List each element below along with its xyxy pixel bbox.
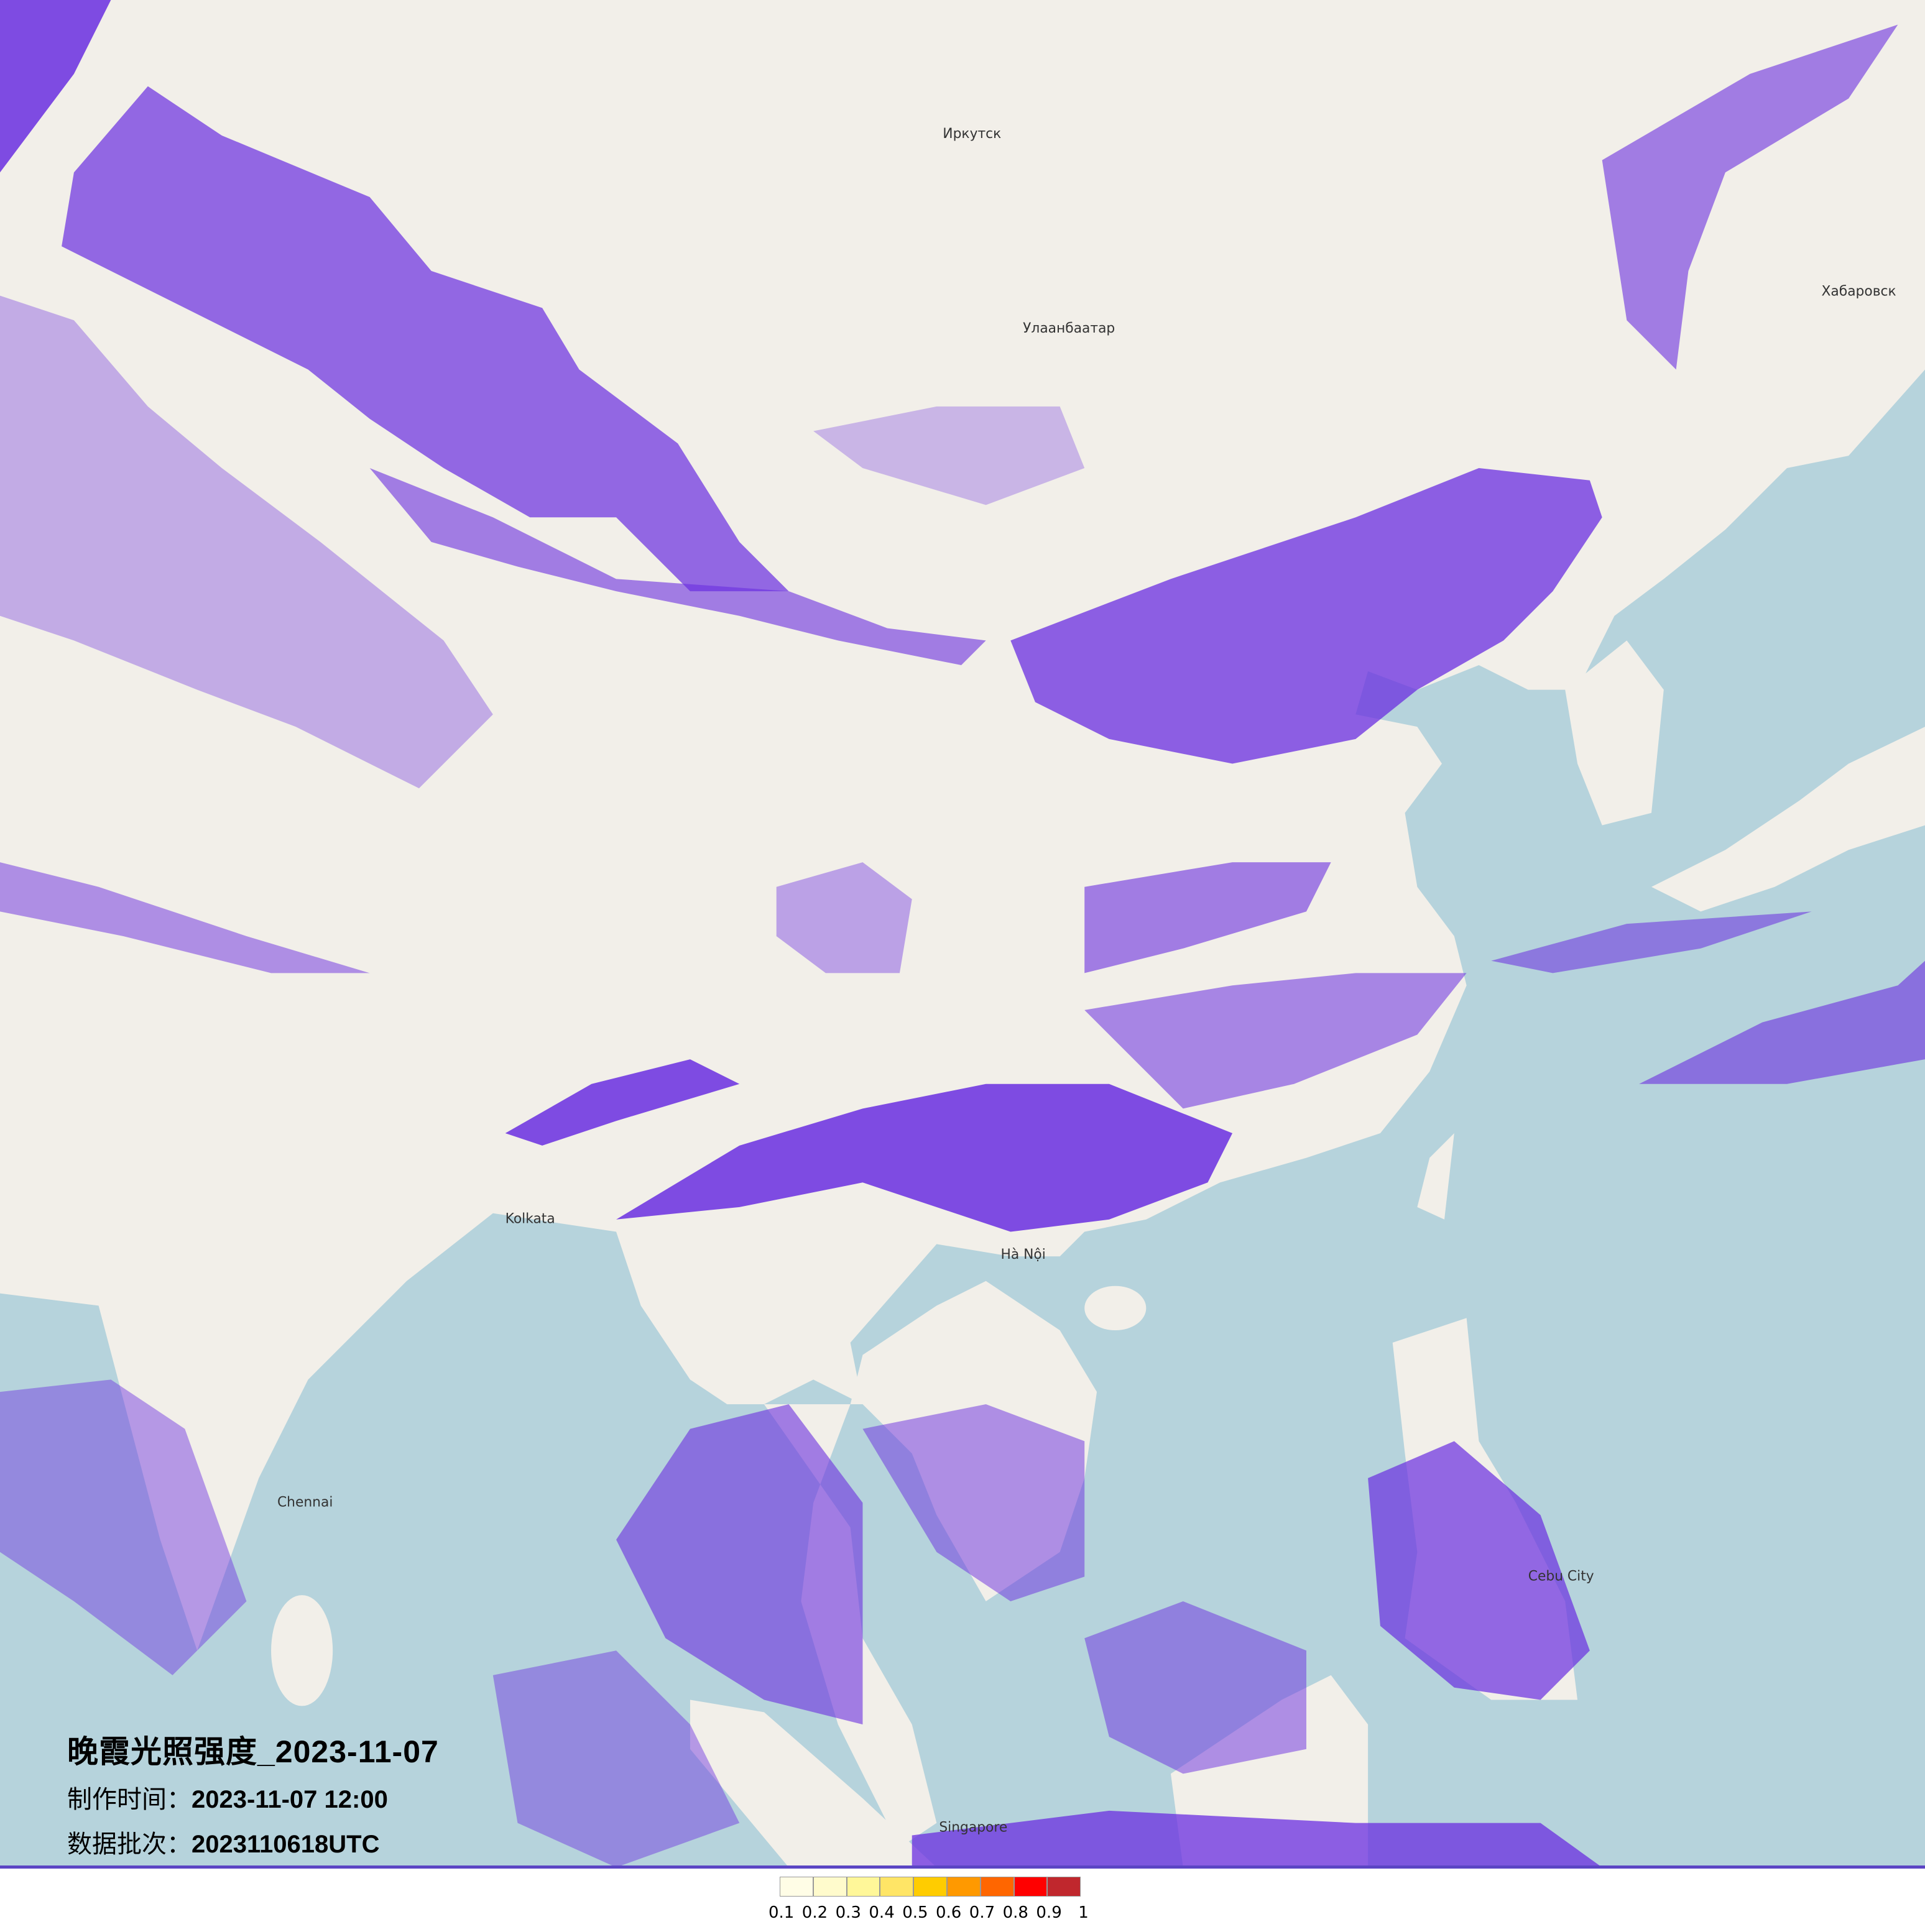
- legend-swatch: [780, 1877, 813, 1897]
- legend-swatch: [946, 1877, 981, 1897]
- overlay-region: [1084, 862, 1331, 973]
- sumatra: [690, 1700, 937, 1867]
- overlay-region: [0, 1379, 247, 1675]
- legend-swatch: [913, 1877, 947, 1897]
- color-legend: [780, 1877, 1081, 1897]
- overlay-region: [1084, 973, 1467, 1109]
- overlay-region: [776, 862, 912, 973]
- sunset-intensity-overlay: [0, 0, 1925, 1867]
- legend-label: 0.3: [835, 1903, 861, 1922]
- overlay-region: [0, 295, 493, 789]
- korea: [1565, 640, 1664, 826]
- legend-swatch: [880, 1877, 914, 1897]
- production-time-value: 2023-11-07 12:00: [192, 1786, 388, 1813]
- overlay-region: [369, 467, 986, 666]
- city-label: Singapore: [939, 1820, 1007, 1836]
- city-label: Kolkata: [505, 1212, 555, 1227]
- title-block: 晚霞光照强度_2023-11-07 制作时间：2023-11-07 12:00 …: [67, 1733, 439, 1860]
- legend-label: 1: [1078, 1903, 1089, 1922]
- batch-line: 数据批次：2023110618UTC: [67, 1829, 439, 1860]
- legend-swatch: [846, 1877, 880, 1897]
- city-labels: Иркутск Улаанбаатар Хабаровск Kolkata Ch…: [277, 126, 1896, 1836]
- overlay-region: [1639, 960, 1925, 1084]
- map-title: 晚霞光照强度_2023-11-07: [67, 1734, 439, 1769]
- overlay-region: [1368, 1441, 1590, 1700]
- production-time-label: 制作时间：: [67, 1786, 192, 1813]
- hainan: [1084, 1286, 1147, 1331]
- legend-label: 0.5: [902, 1903, 928, 1922]
- overlay-region: [62, 86, 789, 592]
- legend-swatch: [980, 1877, 1014, 1897]
- legend-swatch: [813, 1877, 847, 1897]
- overlay-region: [616, 1404, 863, 1725]
- city-label: Хабаровск: [1822, 284, 1896, 300]
- overlay-region: [862, 1404, 1085, 1601]
- overlay-region: [492, 1650, 740, 1867]
- legend-label: 0.6: [936, 1903, 962, 1922]
- map-bottom-border: [0, 1865, 1925, 1869]
- overlay-region: [0, 0, 111, 173]
- legend-label: 0.2: [801, 1903, 828, 1922]
- legend-label: 0.7: [969, 1903, 995, 1922]
- legend-label: 0.1: [769, 1903, 795, 1922]
- legend-swatch: [1047, 1877, 1081, 1897]
- legend-label: 0.8: [1002, 1903, 1028, 1922]
- city-label: Иркутск: [943, 126, 1001, 142]
- overlay-region: [1084, 1601, 1306, 1774]
- legend-swatch: [1013, 1877, 1048, 1897]
- map-view[interactable]: Иркутск Улаанбаатар Хабаровск Kolkata Ch…: [0, 0, 1925, 1867]
- sri-lanka: [271, 1595, 333, 1706]
- batch-value: 2023110618UTC: [192, 1831, 380, 1858]
- map-canvas: Иркутск Улаанбаатар Хабаровск Kolkata Ch…: [0, 0, 1925, 1867]
- legend-label: 0.4: [869, 1903, 895, 1922]
- overlay-region: [616, 1083, 1233, 1232]
- overlay-region: [912, 1810, 1602, 1867]
- city-label: Chennai: [277, 1494, 333, 1510]
- production-time-line: 制作时间：2023-11-07 12:00: [67, 1784, 439, 1815]
- overlay-region: [1491, 911, 1812, 973]
- japan: [1651, 727, 1925, 912]
- overlay-region: [813, 406, 1085, 505]
- city-label: Улаанбаатар: [1023, 321, 1115, 336]
- overlay-region: [505, 1059, 740, 1146]
- taiwan: [1417, 1133, 1454, 1220]
- batch-label: 数据批次：: [67, 1831, 192, 1858]
- city-label: Hà Nội: [1000, 1247, 1045, 1263]
- city-label: Cebu City: [1528, 1568, 1594, 1584]
- overlay-region: [1010, 467, 1602, 764]
- overlay-region: [1602, 24, 1898, 370]
- legend-label: 0.9: [1036, 1903, 1062, 1922]
